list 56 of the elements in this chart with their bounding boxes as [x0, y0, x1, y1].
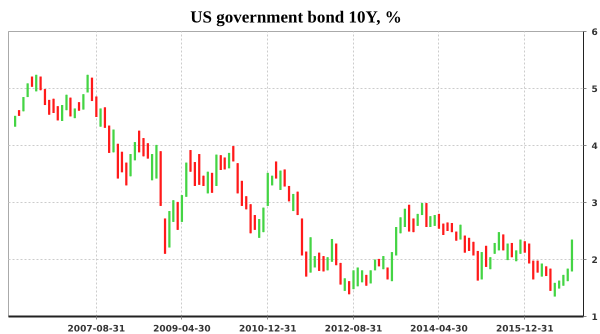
candlestick: [464, 235, 466, 254]
candlestick: [335, 243, 338, 266]
y-tick-label: 4: [592, 142, 598, 152]
candlestick: [549, 268, 552, 292]
chart-title: US government bond 10Y, %: [190, 8, 402, 26]
candlestick: [125, 162, 128, 186]
candlestick: [61, 104, 64, 122]
candlestick: [202, 175, 205, 186]
candlestick: [318, 252, 320, 272]
candlestick: [254, 214, 256, 230]
candlestick: [506, 243, 509, 261]
candlestick: [459, 224, 462, 240]
candlestick: [129, 154, 132, 177]
candlestick: [382, 256, 384, 270]
y-tick-label: 2: [592, 256, 598, 266]
candlestick: [138, 130, 140, 153]
candlestick: [434, 214, 436, 226]
candlestick: [314, 256, 316, 268]
candlestick: [258, 218, 260, 238]
candlestick: [146, 142, 149, 160]
candlestick: [374, 259, 376, 271]
candlestick: [35, 74, 38, 92]
candlestick: [344, 278, 346, 292]
candlestick: [271, 175, 274, 186]
x-tick-label: 2010-12-31: [238, 324, 297, 334]
candlestick: [519, 239, 522, 254]
candlestick: [22, 96, 25, 112]
y-tick-label: 6: [592, 28, 598, 38]
candlestick: [330, 238, 334, 262]
candlestick: [194, 162, 196, 186]
x-tick-label: 2015-12-31: [496, 324, 554, 334]
candlestick: [134, 142, 136, 161]
candlestick: [566, 268, 569, 282]
candlestick: [69, 97, 72, 117]
candlestick: [112, 129, 115, 153]
candlestick: [442, 223, 444, 236]
y-tick-label: 1: [592, 313, 598, 323]
y-tick-label: 3: [592, 199, 598, 209]
candlestick: [326, 256, 329, 271]
y-tick-label: 5: [592, 85, 598, 95]
candlestick: [502, 234, 504, 251]
candlestick: [498, 232, 500, 251]
candlestick: [56, 106, 59, 121]
x-tick-label: 2007-08-31: [68, 324, 126, 334]
candlestick: [245, 196, 248, 210]
candlestick: [220, 154, 222, 171]
candlestick: [348, 280, 350, 295]
candlestick: [232, 146, 234, 162]
x-tick-label: 2012-08-31: [324, 324, 382, 334]
candlestick: [30, 76, 34, 88]
x-tick-label: 2009-04-30: [153, 324, 211, 334]
candlestick: [206, 171, 209, 194]
candlestick: [370, 270, 372, 284]
candlestick: [142, 138, 145, 157]
x-tick-label: 2014-04-30: [410, 324, 468, 334]
candlestick: [356, 266, 359, 287]
